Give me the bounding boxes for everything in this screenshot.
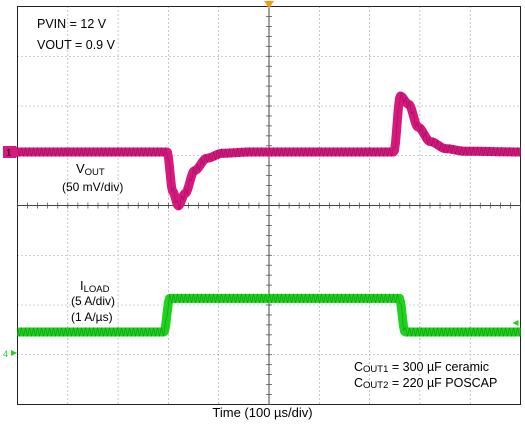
series-label-vout-main: V — [76, 161, 85, 176]
series-label-iload: ILOAD — [80, 278, 110, 295]
channel-1-marker — [3, 146, 20, 158]
series-slew-iload: (1 A/µs) — [71, 310, 113, 324]
channel-4-marker-label: 4 — [3, 349, 8, 359]
annotation-cout2-sub: OUT2 — [363, 380, 388, 391]
trigger-marker — [264, 1, 274, 8]
series-label-iload-main: I — [80, 278, 84, 293]
annotation-cout1-value: = 300 µF ceramic — [388, 360, 489, 374]
annotation-cout2-prefix: C — [354, 376, 363, 390]
annotation-cout1-prefix: C — [354, 360, 363, 374]
series-scale-iload: (5 A/div) — [71, 294, 115, 308]
x-axis-label: Time (100 µs/div) — [212, 405, 313, 420]
annotation-cout1-sub: OUT1 — [363, 364, 388, 375]
channel-4-right-marker — [512, 320, 519, 326]
annotation-cout1: COUT1 = 300 µF ceramic — [354, 360, 489, 375]
channel-markers: 14 — [3, 146, 519, 359]
annotation-cout2-value: = 220 µF POSCAP — [388, 376, 497, 390]
annotation-vout: VOUT = 0.9 V — [37, 38, 116, 52]
channel-1-marker-label: 1 — [6, 148, 12, 159]
series-label-vout: VOUT — [76, 161, 105, 178]
annotation-cout2: COUT2 = 220 µF POSCAP — [354, 376, 497, 391]
series-scale-vout: (50 mV/div) — [62, 180, 123, 194]
series-label-iload-sub: LOAD — [84, 284, 110, 295]
annotation-pvin: PVIN = 12 V — [37, 17, 107, 31]
traces — [14, 91, 524, 337]
series-noise — [17, 293, 520, 337]
series-noise — [17, 91, 520, 210]
channel-4-marker — [11, 350, 17, 356]
series-label-vout-sub: OUT — [85, 167, 105, 178]
